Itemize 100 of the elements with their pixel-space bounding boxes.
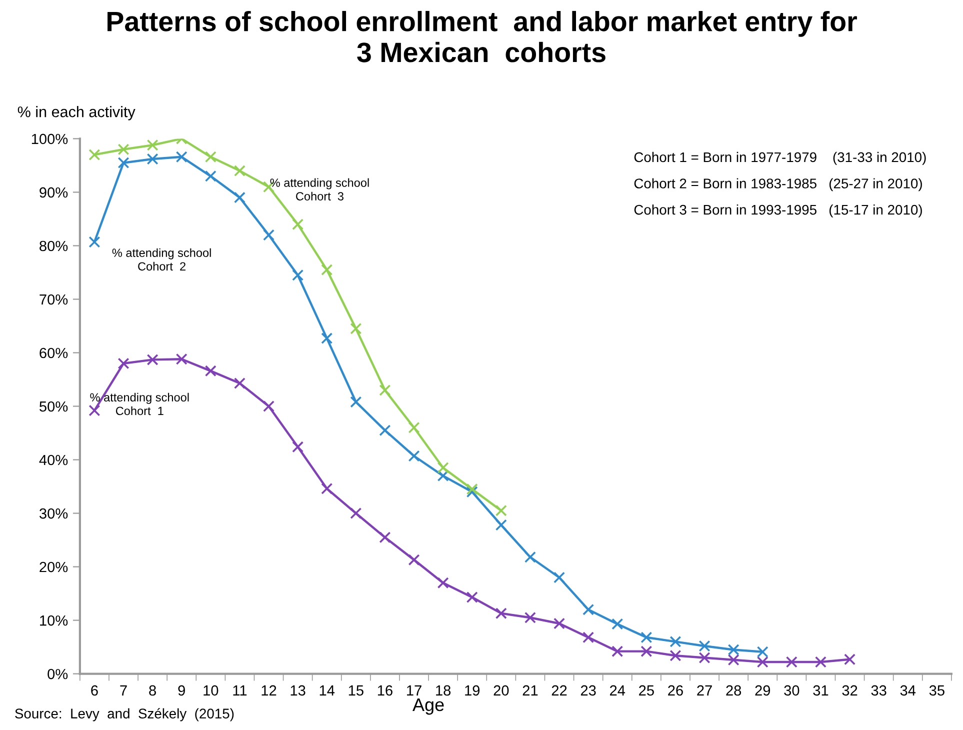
x-tick-label: 21 xyxy=(522,685,538,696)
point xyxy=(524,551,536,563)
point xyxy=(262,229,275,241)
point xyxy=(640,632,652,644)
point xyxy=(350,507,362,520)
y-tick-label: 20% xyxy=(40,562,68,572)
point xyxy=(88,404,100,416)
point xyxy=(756,656,768,668)
point xyxy=(437,470,449,482)
x-tick-label: 14 xyxy=(320,685,335,696)
point xyxy=(118,157,130,169)
point xyxy=(495,504,507,516)
point xyxy=(728,644,740,656)
annotation: % attending school Cohort 1 xyxy=(90,392,189,416)
x-tick-label: 12 xyxy=(262,685,276,696)
x-tick-label: 8 xyxy=(149,685,156,696)
point xyxy=(670,636,682,648)
x-tick-label: 11 xyxy=(233,685,247,696)
point xyxy=(437,462,449,474)
point xyxy=(176,151,188,163)
x-tick-label: 27 xyxy=(697,685,712,696)
point xyxy=(728,654,740,666)
y-tick-label: 100% xyxy=(32,134,68,144)
point xyxy=(408,422,420,434)
y-tick-label: 50% xyxy=(40,401,68,412)
point xyxy=(204,365,216,377)
x-tick-label: 19 xyxy=(465,685,480,696)
point xyxy=(408,450,420,462)
point xyxy=(204,170,216,182)
point xyxy=(321,264,333,276)
annotation: Cohort 1 = Born in 1977-1979 (31-33 in 2010) xyxy=(634,152,926,165)
annotation: Cohort 3 = Born in 1993-1995 (15-17 in 2010) xyxy=(634,204,922,218)
point xyxy=(262,400,275,412)
point xyxy=(146,354,158,366)
x-axis-title: Age xyxy=(412,698,444,715)
point xyxy=(698,652,710,664)
x-tick-label: 20 xyxy=(494,685,509,696)
x-tick-label: 22 xyxy=(552,685,567,696)
point xyxy=(146,153,158,165)
point xyxy=(756,646,768,658)
point xyxy=(495,608,507,620)
point xyxy=(118,144,130,156)
y-axis-title: % in each activity xyxy=(18,106,136,120)
point xyxy=(437,577,449,589)
point xyxy=(234,377,246,389)
x-tick-label: 13 xyxy=(290,685,306,696)
point xyxy=(350,396,362,408)
point xyxy=(204,151,216,163)
point xyxy=(292,441,304,453)
x-tick-label: 32 xyxy=(842,685,858,696)
point xyxy=(88,236,100,248)
point xyxy=(379,384,391,396)
x-tick-label: 15 xyxy=(348,685,364,696)
point xyxy=(698,640,710,652)
x-tick-label: 17 xyxy=(407,685,422,696)
point xyxy=(670,650,682,662)
y-tick-label: 80% xyxy=(40,240,68,252)
point xyxy=(844,654,856,666)
x-tick-label: 31 xyxy=(813,685,828,696)
point xyxy=(88,148,100,161)
point xyxy=(466,592,478,604)
point xyxy=(814,656,826,668)
y-tick-label: 30% xyxy=(39,508,68,519)
x-tick-label: 9 xyxy=(178,685,185,696)
point xyxy=(466,486,478,498)
y-tick-label: 60% xyxy=(40,348,68,358)
point xyxy=(350,322,362,334)
point xyxy=(408,554,420,566)
x-tick-label: 6 xyxy=(91,685,98,696)
point xyxy=(786,656,798,668)
point xyxy=(321,332,333,344)
point xyxy=(234,192,246,204)
annotation: Cohort 2 = Born in 1983-1985 (25-27 in 2010) xyxy=(634,178,922,192)
point xyxy=(118,358,130,370)
point xyxy=(495,519,507,531)
y-tick-label: 40% xyxy=(39,454,68,466)
x-tick-label: 24 xyxy=(610,685,626,696)
x-tick-label: 30 xyxy=(784,685,800,696)
x-tick-label: 35 xyxy=(929,685,944,696)
point xyxy=(379,424,391,436)
x-tick-label: 26 xyxy=(668,685,683,696)
point xyxy=(553,618,566,630)
x-tick-label: 28 xyxy=(726,685,742,696)
point xyxy=(176,353,188,365)
point xyxy=(582,632,594,644)
annotation: % attending school Cohort 3 xyxy=(270,178,369,200)
point xyxy=(466,483,478,495)
annotation: % attending school Cohort 2 xyxy=(112,248,211,271)
point xyxy=(292,218,304,230)
x-tick-label: 7 xyxy=(120,685,127,696)
x-tick-label: 18 xyxy=(436,685,451,696)
point xyxy=(146,139,158,151)
point xyxy=(582,604,594,616)
point xyxy=(553,572,566,584)
y-tick-label: 70% xyxy=(40,294,68,305)
point xyxy=(292,269,304,281)
point xyxy=(612,646,624,658)
x-tick-label: 10 xyxy=(204,685,218,696)
y-tick-label: 90% xyxy=(40,187,68,198)
y-tick-label: 10% xyxy=(40,615,68,626)
